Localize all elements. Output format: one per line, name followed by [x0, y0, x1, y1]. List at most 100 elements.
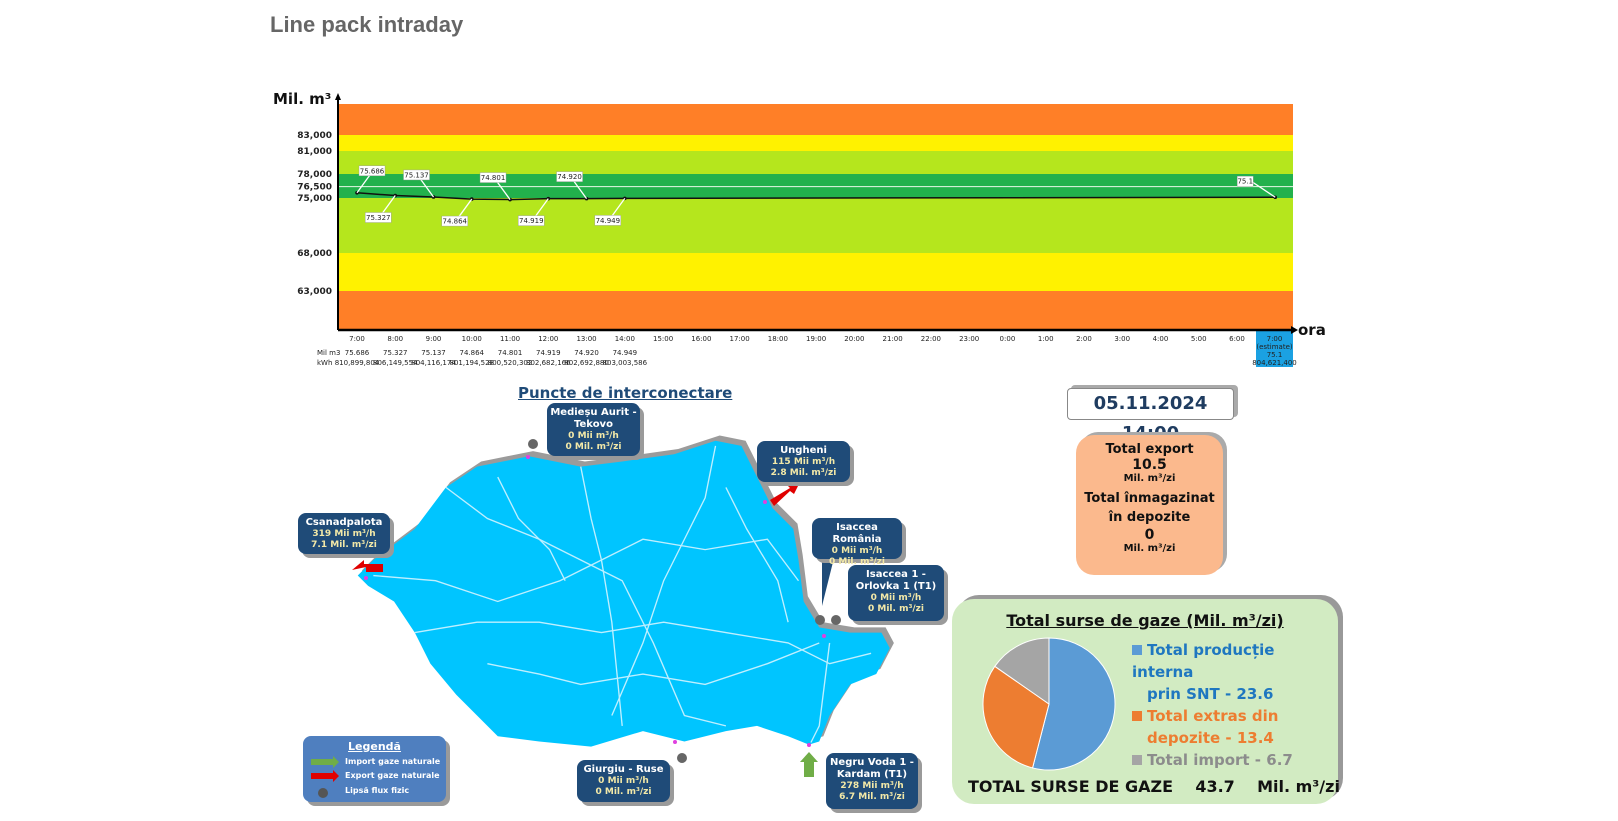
y-axis-label: Mil. m³ [273, 90, 332, 108]
export-arrow-icon [770, 482, 800, 506]
x-tick-label: 6:00 [1229, 335, 1245, 343]
data-label: 74.919 [519, 217, 544, 225]
x-tick-label: 14:00 [615, 335, 635, 343]
callout-isaccea-romania: Isaccea România 0 Mii m³/h 0 Mil. m³/zi [812, 518, 902, 567]
hourly-unit: Mii m³/h [841, 546, 883, 556]
estimate-label: 804,621,400 [1252, 359, 1297, 367]
x-tick-label: 2:00 [1076, 335, 1092, 343]
table-cell-kwh: 803,003,586 [603, 359, 648, 367]
export-value: 10.5 [1132, 457, 1167, 473]
sources-pie-chart [982, 637, 1116, 771]
data-label-leader [1250, 180, 1276, 198]
romania-land [357, 440, 890, 747]
storage-unit: Mil. m³/zi [1123, 543, 1176, 554]
callout-medieșu-aurit: Medieșu Aurit - Tekovo 0 Mii m³/h 0 Mil.… [547, 403, 640, 456]
callout-giurgiu-ruse: Giurgiu - Ruse 0 Mii m³/h 0 Mil. m³/zi [577, 760, 670, 802]
x-tick-label: 20:00 [844, 335, 864, 343]
pie-slice [982, 665, 1050, 769]
hourly-value: 0 [598, 776, 605, 786]
point-name: Giurgiu - Ruse [583, 764, 664, 775]
export-arrow-icon [311, 770, 339, 782]
export-arrow-icon [352, 560, 383, 572]
table-cell-mil-m3: 75.327 [383, 349, 408, 357]
table-cell-mil-m3: 74.949 [613, 349, 638, 357]
hourly-value: 0 [568, 431, 575, 441]
table-row-label: kWh [317, 359, 332, 367]
x-tick-label: 15:00 [653, 335, 673, 343]
chart-band [338, 291, 1293, 330]
x-tick-label: 5:00 [1191, 335, 1207, 343]
legend-item-no-flow: Lipsă flux fizic [345, 786, 410, 795]
x-tick-label: 1:00 [1038, 335, 1054, 343]
table-cell-kwh: 810,899,804 [335, 359, 380, 367]
gas-sources-box: Total surse de gaze (Mil. m³/zi) Total p… [952, 599, 1340, 804]
data-label: 74.949 [596, 217, 621, 225]
daily-value: 0 [828, 557, 836, 567]
data-label: 75.686 [360, 167, 385, 175]
x-tick-label: 16:00 [691, 335, 711, 343]
legend-text: Total producție interna [1132, 641, 1275, 681]
x-tick-label: 21:00 [883, 335, 903, 343]
y-tick-label: 68,000 [297, 249, 332, 259]
page-title: Line pack intraday [270, 12, 464, 37]
export-label: Total export [1105, 442, 1194, 457]
x-tick-label: 3:00 [1114, 335, 1130, 343]
daily-unit: Mil. m³/zi [838, 557, 885, 567]
callout-ungheni: Ungheni 115 Mii m³/h 2.8 Mil. m³/zi [757, 441, 850, 482]
map-legend: Legendă Import gaze naturale Export gaze… [303, 736, 446, 802]
table-cell-mil-m3: 74.864 [460, 349, 485, 357]
import-arrow-icon [800, 752, 818, 777]
pie-slice [1031, 637, 1116, 771]
hourly-unit: Mii m³/h [880, 593, 922, 603]
callout-negru-voda: Negru Voda 1 - Kardam (T1) 278 Mii m³/h … [826, 753, 918, 809]
x-tick-label: 9:00 [426, 335, 442, 343]
daily-value: 2.8 [770, 468, 787, 478]
daily-value: 0 [867, 604, 875, 614]
export-storage-box: Total export 10.5 Mil. m³/zi Total înmag… [1076, 435, 1223, 575]
table-cell-kwh: 801,194,528 [450, 359, 495, 367]
y-axis-arrow-icon [335, 93, 341, 100]
data-label: 75.327 [366, 214, 391, 222]
data-label: 75.137 [404, 171, 429, 179]
data-label: 74.801 [481, 174, 506, 182]
hourly-unit: Mii m³/h [607, 776, 649, 786]
x-axis-label: ora [1298, 321, 1326, 339]
estimate-label: 75.1 [1267, 351, 1283, 359]
table-cell-kwh: 804,116,174 [411, 359, 456, 367]
y-tick-label: 75,000 [297, 194, 332, 204]
hourly-value: 319 [312, 529, 332, 539]
table-cell-mil-m3: 74.920 [574, 349, 599, 357]
legend-title: Legendă [348, 740, 401, 753]
y-tick-label: 78,000 [297, 170, 332, 180]
estimate-column [1256, 330, 1293, 367]
storage-label-2: în depozite [1108, 510, 1191, 525]
y-tick-label: 63,000 [297, 287, 332, 297]
table-cell-kwh: 802,692,880 [564, 359, 609, 367]
export-unit: Mil. m³/zi [1123, 473, 1176, 484]
data-label-box [365, 212, 392, 223]
daily-unit: Mil. m³/zi [858, 792, 905, 802]
callout-isaccea-orlovka: Isaccea 1 - Orlovka 1 (T1) 0 Mii m³/h 0 … [848, 565, 944, 621]
map-title: Puncte de interconectare [518, 384, 733, 402]
y-tick-label: 76,500 [297, 183, 332, 193]
point-name: Isaccea 1 - Orlovka 1 (T1) [855, 569, 937, 592]
total-label: TOTAL SURSE DE GAZE [968, 777, 1174, 796]
legend-swatch [1132, 645, 1142, 655]
x-tick-label: 13:00 [576, 335, 596, 343]
daily-unit: Mil. m³/zi [330, 540, 377, 550]
no-flow-icon [528, 439, 841, 763]
storage-label: Total înmagazinat [1084, 491, 1215, 506]
point-name: Isaccea România [832, 522, 882, 545]
romania-map [352, 435, 894, 777]
x-tick-label: 23:00 [959, 335, 979, 343]
legend-item-import: Import gaze naturale [345, 757, 441, 766]
daily-value: 0 [595, 787, 602, 797]
table-cell-mil-m3: 74.919 [536, 349, 561, 357]
x-tick-label: 12:00 [538, 335, 558, 343]
total-unit: Mil. m³/zi [1257, 777, 1340, 796]
x-tick-label: 0:00 [1000, 335, 1016, 343]
hourly-value: 278 [840, 781, 860, 791]
point-name: Medieșu Aurit - Tekovo [550, 407, 637, 430]
legend-text: Total import - 6.7 [1147, 751, 1293, 769]
data-label-box [479, 172, 507, 183]
